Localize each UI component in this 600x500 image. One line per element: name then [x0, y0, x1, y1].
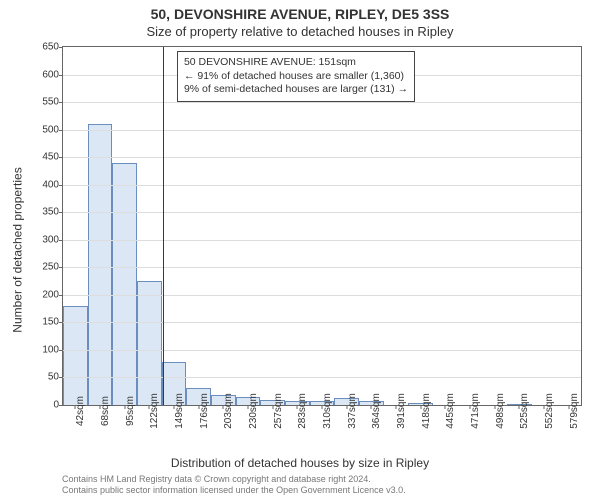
- xtick-label: 579sqm: [569, 389, 580, 429]
- figure: 50, DEVONSHIRE AVENUE, RIPLEY, DE5 3SS S…: [0, 0, 600, 500]
- gridline: [63, 295, 581, 296]
- gridline: [63, 267, 581, 268]
- bar: [63, 306, 88, 405]
- xtick-label: 68sqm: [100, 392, 111, 426]
- ytick-mark: [59, 185, 63, 186]
- xtick-label: 310sqm: [322, 389, 333, 429]
- xtick-label: 498sqm: [495, 389, 506, 429]
- ytick-label: 450: [42, 152, 59, 163]
- ytick-mark: [59, 212, 63, 213]
- ytick-mark: [59, 377, 63, 378]
- xtick-label: 445sqm: [445, 389, 456, 429]
- ytick-label: 650: [42, 42, 59, 53]
- chart-title: 50, DEVONSHIRE AVENUE, RIPLEY, DE5 3SS: [0, 6, 600, 22]
- gridline: [63, 350, 581, 351]
- xtick-label: 203sqm: [223, 389, 234, 429]
- gridline: [63, 102, 581, 103]
- gridline: [63, 157, 581, 158]
- ytick-label: 350: [42, 207, 59, 218]
- ytick-label: 250: [42, 262, 59, 273]
- xtick-label: 337sqm: [347, 389, 358, 429]
- gridline: [63, 212, 581, 213]
- y-axis-label: Number of detached properties: [10, 0, 26, 500]
- ytick-mark: [59, 130, 63, 131]
- xtick-label: 257sqm: [273, 389, 284, 429]
- ytick-mark: [59, 102, 63, 103]
- xtick-label: 364sqm: [371, 389, 382, 429]
- gridline: [63, 322, 581, 323]
- bar: [112, 163, 137, 405]
- xtick-label: 552sqm: [544, 389, 555, 429]
- ytick-mark: [59, 75, 63, 76]
- ytick-label: 500: [42, 124, 59, 135]
- xtick-label: 471sqm: [470, 389, 481, 429]
- xtick-label: 525sqm: [519, 389, 530, 429]
- ytick-label: 550: [42, 97, 59, 108]
- bar: [88, 124, 113, 405]
- gridline: [63, 130, 581, 131]
- ytick-mark: [59, 295, 63, 296]
- reference-line: [163, 47, 164, 405]
- ytick-label: 600: [42, 69, 59, 80]
- gridline: [63, 185, 581, 186]
- x-axis-label: Distribution of detached houses by size …: [0, 456, 600, 470]
- bar: [137, 281, 162, 405]
- annotation-box: 50 DEVONSHIRE AVENUE: 151sqm ← 91% of de…: [177, 51, 415, 102]
- ytick-mark: [59, 157, 63, 158]
- plot-area: 0501001502002503003504004505005506006504…: [62, 46, 582, 406]
- ytick-mark: [59, 405, 63, 406]
- ytick-label: 400: [42, 179, 59, 190]
- gridline: [63, 377, 581, 378]
- xtick-label: 42sqm: [75, 392, 86, 426]
- ytick-label: 50: [48, 372, 59, 383]
- xtick-label: 391sqm: [396, 389, 407, 429]
- xtick-label: 95sqm: [125, 392, 136, 426]
- ytick-mark: [59, 267, 63, 268]
- gridline: [63, 240, 581, 241]
- ytick-mark: [59, 322, 63, 323]
- ytick-label: 150: [42, 317, 59, 328]
- chart-subtitle: Size of property relative to detached ho…: [0, 24, 600, 39]
- ytick-label: 100: [42, 344, 59, 355]
- footer-text: Contains HM Land Registry data © Crown c…: [62, 474, 406, 496]
- ytick-label: 300: [42, 234, 59, 245]
- xtick-label: 176sqm: [199, 389, 210, 429]
- ytick-mark: [59, 240, 63, 241]
- ytick-label: 0: [53, 400, 59, 411]
- ytick-mark: [59, 47, 63, 48]
- xtick-label: 149sqm: [174, 389, 185, 429]
- xtick-label: 283sqm: [297, 389, 308, 429]
- ytick-label: 200: [42, 289, 59, 300]
- xtick-label: 122sqm: [149, 389, 160, 429]
- xtick-label: 230sqm: [248, 389, 259, 429]
- ytick-mark: [59, 350, 63, 351]
- xtick-label: 418sqm: [421, 389, 432, 429]
